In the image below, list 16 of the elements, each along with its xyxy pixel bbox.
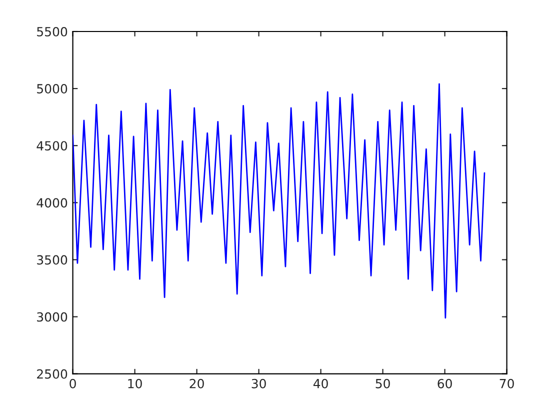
y-tick-label: 2500 [37, 369, 68, 379]
y-tick-label: 4000 [36, 198, 68, 208]
line-series [72, 83, 486, 319]
y-tick-label: 3000 [37, 312, 68, 322]
y-tick-label: 5000 [37, 84, 68, 94]
x-tick-label: 50 [376, 378, 390, 388]
x-tick-label: 40 [313, 378, 328, 388]
x-tick-label: 30 [252, 378, 266, 388]
x-tick-label: 60 [438, 378, 452, 388]
x-tick-label: 70 [500, 378, 514, 388]
y-tick-label: 3500 [37, 255, 68, 265]
y-tick-label: 4500 [36, 141, 68, 151]
y-tick-label: 5500 [37, 26, 68, 36]
x-tick-label: 10 [128, 378, 142, 388]
x-tick-label: 20 [190, 378, 204, 388]
x-tick-label: 0 [70, 378, 76, 388]
